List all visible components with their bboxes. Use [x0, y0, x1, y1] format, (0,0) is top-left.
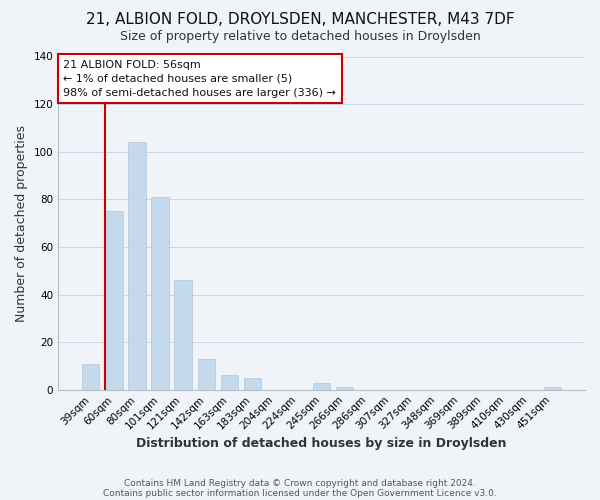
Y-axis label: Number of detached properties: Number of detached properties — [15, 124, 28, 322]
Bar — [244, 378, 261, 390]
Bar — [151, 197, 169, 390]
Bar — [544, 388, 561, 390]
Bar — [105, 211, 122, 390]
Text: Contains HM Land Registry data © Crown copyright and database right 2024.: Contains HM Land Registry data © Crown c… — [124, 478, 476, 488]
Text: Contains public sector information licensed under the Open Government Licence v3: Contains public sector information licen… — [103, 488, 497, 498]
Bar — [175, 280, 192, 390]
X-axis label: Distribution of detached houses by size in Droylsden: Distribution of detached houses by size … — [136, 437, 507, 450]
Bar — [128, 142, 146, 390]
Bar — [336, 388, 353, 390]
Bar — [82, 364, 100, 390]
Bar — [197, 359, 215, 390]
Bar — [313, 382, 330, 390]
Bar — [221, 376, 238, 390]
Text: 21 ALBION FOLD: 56sqm
← 1% of detached houses are smaller (5)
98% of semi-detach: 21 ALBION FOLD: 56sqm ← 1% of detached h… — [64, 60, 337, 98]
Text: 21, ALBION FOLD, DROYLSDEN, MANCHESTER, M43 7DF: 21, ALBION FOLD, DROYLSDEN, MANCHESTER, … — [86, 12, 514, 28]
Text: Size of property relative to detached houses in Droylsden: Size of property relative to detached ho… — [119, 30, 481, 43]
